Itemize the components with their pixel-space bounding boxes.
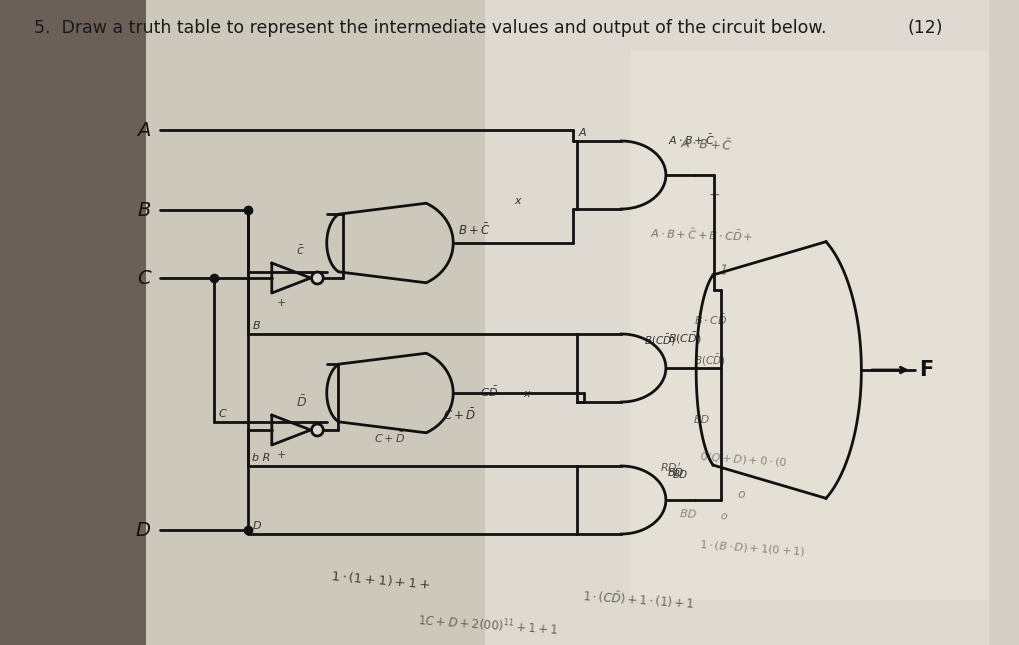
Text: C: C: [137, 268, 151, 288]
Text: $A\cdot B+\bar{C}+B\cdot C\bar{D}+$: $A\cdot B+\bar{C}+B\cdot C\bar{D}+$: [650, 226, 754, 244]
Text: $\bar{D}$: $\bar{D}$: [297, 395, 307, 410]
Text: BD: BD: [694, 415, 710, 425]
Text: $1\cdot(B\cdot D)+1(0+1)$: $1\cdot(B\cdot D)+1(0+1)$: [699, 538, 806, 558]
Text: (12): (12): [908, 19, 943, 37]
Circle shape: [312, 424, 323, 436]
Text: A: A: [138, 121, 151, 139]
Text: A: A: [579, 128, 586, 138]
Text: $A\cdot B+\bar{C}$: $A\cdot B+\bar{C}$: [667, 133, 715, 147]
Text: o: o: [738, 488, 745, 502]
Text: BD: BD: [667, 468, 684, 478]
Bar: [146, 0, 989, 645]
Text: BD: BD: [673, 470, 688, 480]
Text: $RD'$: $RD'$: [660, 461, 681, 473]
Text: $1\cdot(C\bar{D})+1\cdot(1)+1$: $1\cdot(C\bar{D})+1\cdot(1)+1$: [583, 588, 695, 612]
Bar: [485, 0, 989, 645]
Text: B: B: [138, 201, 151, 219]
Text: $C+\bar{D}$: $C+\bar{D}$: [374, 431, 406, 445]
Bar: [631, 50, 989, 600]
Text: B: B: [253, 321, 260, 331]
Text: $B(C\bar{D})$: $B(C\bar{D})$: [667, 331, 701, 346]
Text: $A\cdot B+\bar{C}$: $A\cdot B+\bar{C}$: [680, 136, 733, 154]
Text: $B+\bar{C}$: $B+\bar{C}$: [458, 223, 491, 238]
Text: x: x: [515, 196, 521, 206]
Text: b R: b R: [253, 453, 271, 463]
Text: 5.  Draw a truth table to represent the intermediate values and output of the ci: 5. Draw a truth table to represent the i…: [34, 19, 826, 37]
Text: $B\cdot C\bar{D}$: $B\cdot C\bar{D}$: [694, 313, 728, 327]
Text: $0(Q+D)+0\cdot(0$: $0(Q+D)+0\cdot(0$: [699, 450, 788, 470]
Text: $C+\bar{D}$: $C+\bar{D}$: [443, 408, 477, 423]
Text: D: D: [136, 521, 151, 539]
Text: $\bar{c}$: $\bar{c}$: [297, 244, 305, 258]
Text: $B(C\bar{D})$: $B(C\bar{D})$: [644, 333, 675, 348]
Text: C: C: [218, 409, 226, 419]
Text: $1\cdot(1+1)+1+$: $1\cdot(1+1)+1+$: [330, 568, 431, 592]
Polygon shape: [0, 0, 214, 645]
Text: +: +: [708, 188, 720, 202]
Text: $B(C\bar{D})$: $B(C\bar{D})$: [694, 352, 726, 368]
Text: +: +: [276, 450, 286, 460]
Text: +: +: [276, 298, 286, 308]
Text: $1C+D+2(00)^{11}+1+1$: $1C+D+2(00)^{11}+1+1$: [418, 611, 559, 639]
Text: 1: 1: [718, 263, 729, 277]
Text: D: D: [253, 521, 261, 531]
Circle shape: [312, 272, 323, 284]
Text: BD       o: BD o: [680, 509, 728, 521]
Text: F: F: [919, 360, 933, 380]
Text: $G\bar{D}$: $G\bar{D}$: [480, 385, 498, 399]
Text: x: x: [523, 389, 530, 399]
